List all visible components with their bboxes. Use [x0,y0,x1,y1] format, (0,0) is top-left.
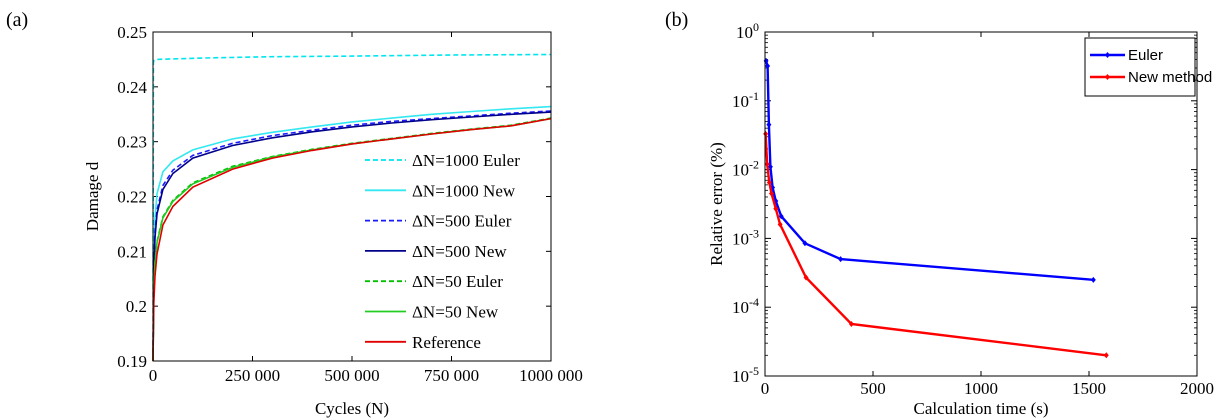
panel-b-legend-label: Euler [1128,47,1163,64]
panel-a-x-tick-label: 250 000 [225,366,280,385]
panel-a-plot-frame [152,31,552,362]
panel-b-y-tick-label: 10-1 [732,89,759,111]
panel-a-legend-label: ΔN=500 New [412,242,507,261]
panel-b-data-point [777,221,783,228]
panel-a-damage-chart: (a) 0 250 000 500 000 750 000 1000 000 0.19 0.… [6,9,583,418]
panel-b-y-tick-label: 10-2 [732,158,759,180]
panel-b-series-line-1 [764,60,1094,281]
panel-b-plot-frame [764,31,1198,377]
panel-b-legend-marker [1105,52,1110,58]
panel-a-series-line-1 [152,53,552,362]
panel-b-legend: Euler New method [1084,37,1212,97]
panel-a-y-tick-label: 0.19 [117,352,147,371]
panel-b-y-tick-label: 100 [736,20,759,42]
panel-b-y-axis-label: Relative error (%) [707,142,726,266]
panel-a-series [152,53,552,362]
panel-b-error-chart: (b) 0 500 1000 1500 2000 10-5 10-4 10-3 10-2 10-1… [665,9,1214,418]
panel-b-data-point [766,179,772,186]
panel-b-legend-marker [1105,74,1110,80]
panel-b-data-point [778,213,784,220]
panel-a-legend-label: Reference [412,333,481,352]
panel-b-x-tick-label: 1000 [964,379,998,398]
panel-b-label: (b) [665,9,688,31]
panel-b-y-tick-label: 10-4 [732,295,759,317]
panel-b-data-point [838,256,844,263]
panel-b-x-axis-label: Calculation time (s) [913,399,1048,418]
panel-b-y-tick-label: 10-5 [732,364,759,386]
panel-a-series-line-7 [152,117,552,362]
panel-a-legend-label: ΔN=50 Euler [412,272,503,291]
panel-b-legend-box [1084,37,1196,97]
panel-a-legend-label: ΔN=500 Euler [412,212,512,231]
panel-b-ticks: 0 500 1000 1500 2000 10-5 10-4 10-3 10-2 10-1 100 [732,20,1214,398]
panel-b-x-tick-label: 0 [761,379,770,398]
panel-b-data-point [767,163,773,170]
panel-b-legend-label: New method [1128,69,1212,86]
panel-b-x-tick-label: 1500 [1072,379,1106,398]
panel-b-data-point [848,320,854,327]
panel-b-data-point [803,274,809,281]
panel-a-x-tick-label: 500 000 [324,366,379,385]
panel-a-y-tick-label: 0.23 [117,133,147,152]
panel-a-label: (a) [6,9,28,31]
panel-b-x-tick-label: 2000 [1180,379,1214,398]
panel-b-data-point [763,130,769,137]
panel-a-x-axis-label: Cycles (N) [315,399,389,418]
panel-a-y-axis-label: Damage d [83,161,102,231]
panel-b-data-point [802,240,808,247]
panel-a-y-tick-label: 0.24 [117,78,147,97]
panel-a-y-tick-label: 0.22 [117,188,147,207]
panel-a-legend-label: ΔN=1000 Euler [412,151,520,170]
panel-b-y-tick-label: 10-3 [732,226,759,248]
panel-b-series [763,57,1109,359]
panel-a-x-tick-label: 1000 000 [519,366,583,385]
panel-a-y-tick-label: 0.21 [117,242,147,261]
panel-a-y-tick-label: 0.25 [117,23,147,42]
panel-a-x-tick-label: 0 [149,366,158,385]
panel-a-x-tick-label: 750 000 [424,366,479,385]
panel-a-series-line-4 [152,111,552,362]
panel-b-data-point [768,190,774,197]
panel-b-data-point [1090,276,1096,283]
panel-b-x-tick-label: 500 [860,379,886,398]
panel-b-data-point [773,205,779,212]
panel-b-data-point [764,161,770,168]
panel-b-data-point [766,121,772,128]
panel-a-series-line-3 [152,110,552,362]
panel-a-legend-label: ΔN=1000 New [412,181,516,200]
panel-a-ticks: 0 250 000 500 000 750 000 1000 000 0.19 0.2 0.2… [117,23,583,385]
panel-a-legend: ΔN=1000 Euler ΔN=1000 New ΔN=500 Euler ΔN=5… [365,151,520,352]
panel-b-data-point [765,63,771,70]
panel-a-legend-label: ΔN=50 New [412,303,499,322]
panel-b-data-point [1103,352,1109,359]
panel-a-y-tick-label: 0.2 [126,297,147,316]
panel-a-series-line-2 [152,105,552,362]
panel-b-series-line-2 [764,133,1107,357]
